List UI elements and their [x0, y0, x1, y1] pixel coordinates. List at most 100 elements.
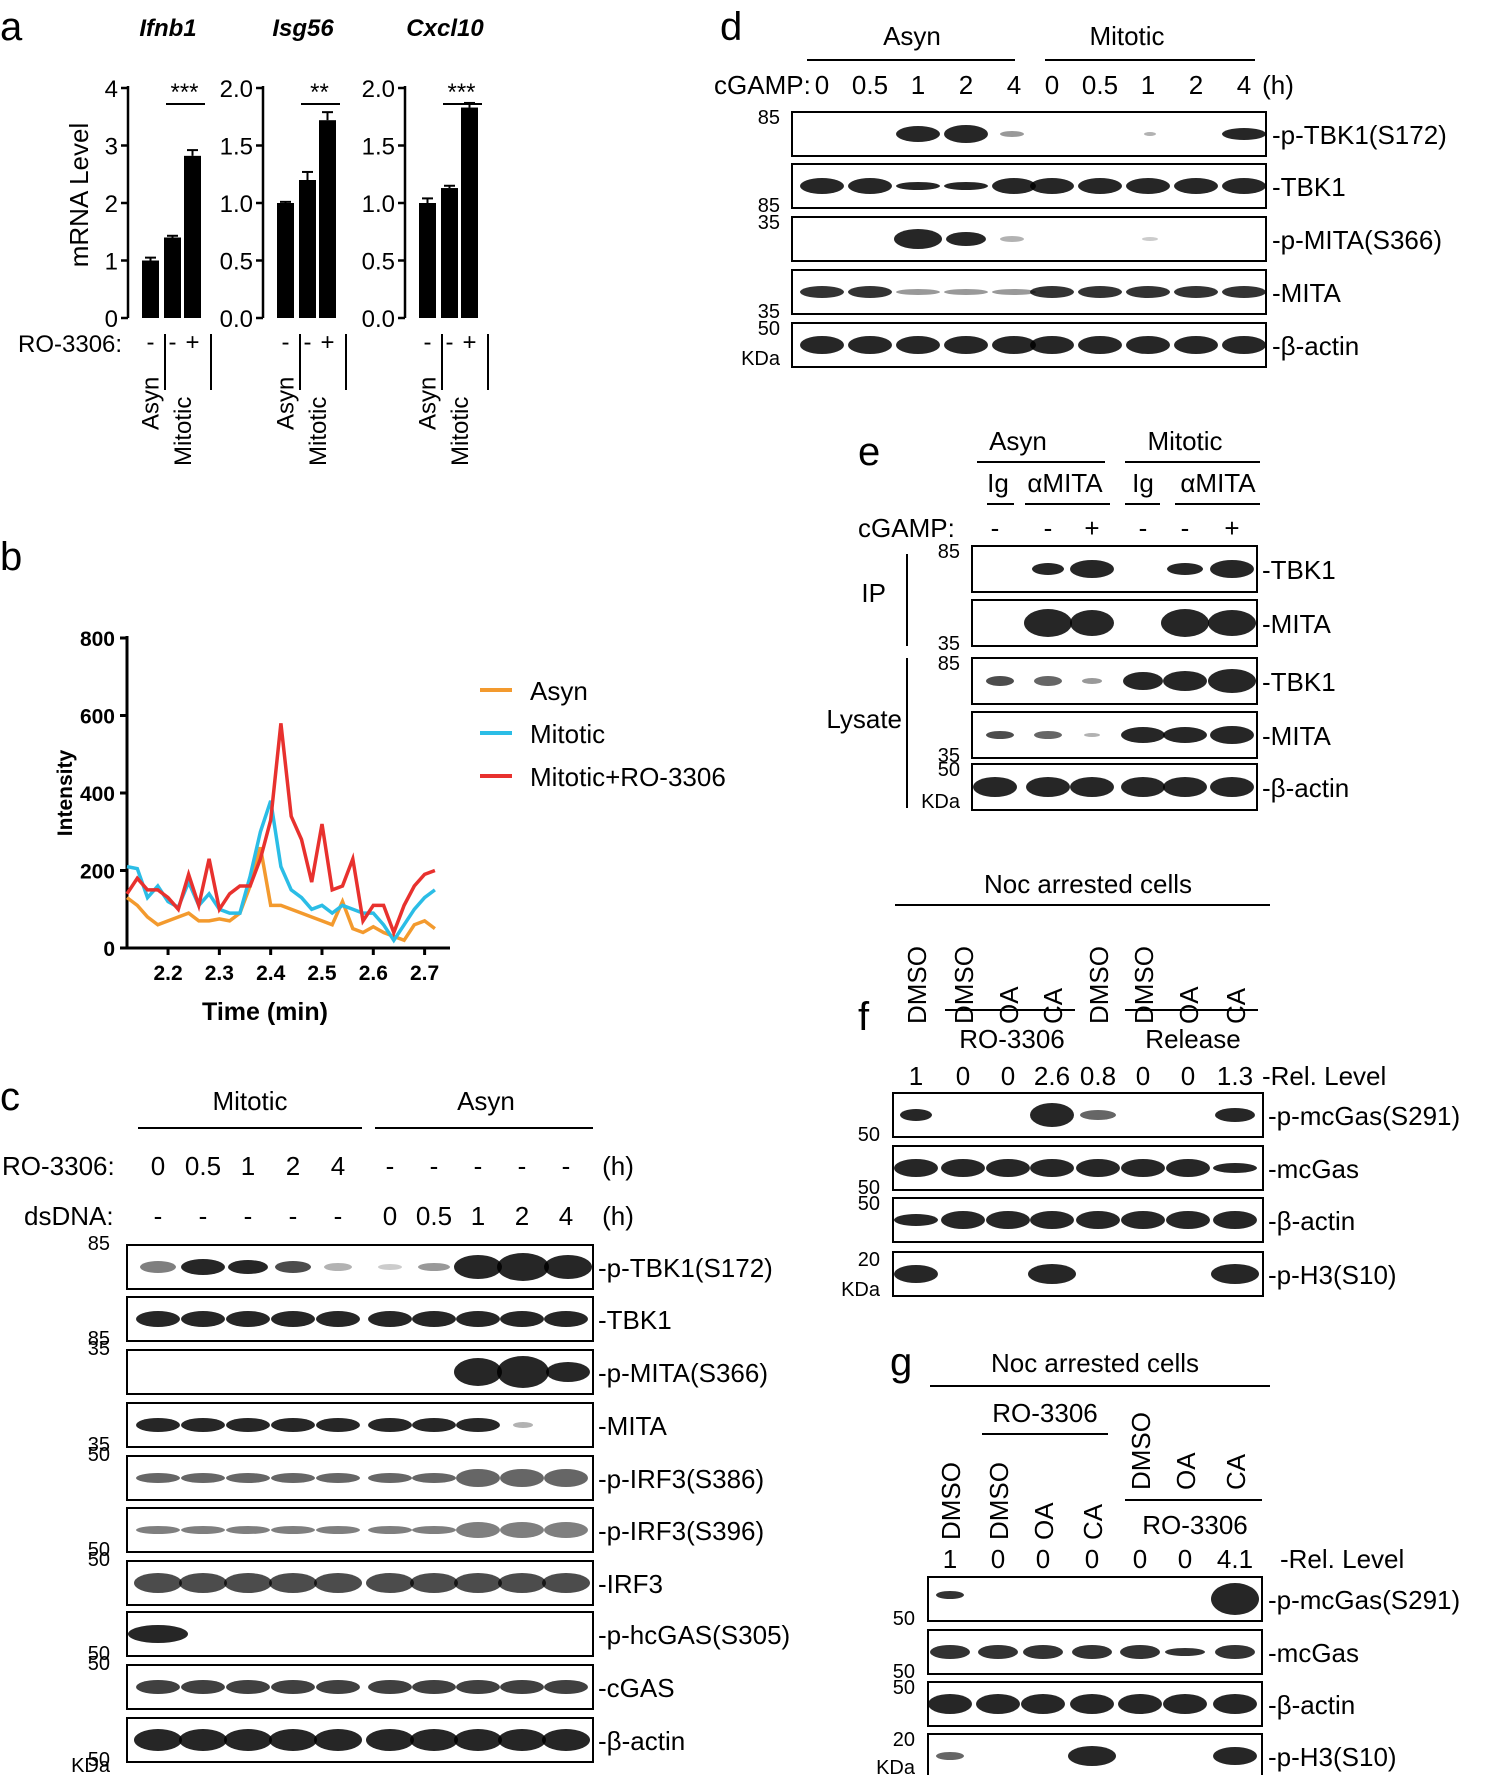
blot-band: [894, 1159, 938, 1177]
panel-c-marker: 35: [88, 1434, 110, 1456]
blot-band: [134, 1729, 182, 1751]
blot-band: [542, 1573, 590, 1593]
blot-band: [992, 178, 1036, 194]
panel-b-xtick-label: 2.4: [256, 962, 286, 985]
blot-band: [226, 1311, 270, 1327]
blot-band: [226, 1680, 270, 1694]
blot-band: [454, 1358, 502, 1386]
blot-band: [986, 676, 1014, 686]
blot-band: [1210, 726, 1254, 744]
blot-band: [1163, 727, 1207, 743]
panel-e-blot-label: -MITA: [1262, 721, 1331, 751]
panel-f-marker: 50: [858, 1124, 880, 1146]
blot-band: [412, 1418, 456, 1432]
panel-c-blot-label: -p-IRF3(S396): [598, 1516, 764, 1546]
panel-c-lane-value: -: [154, 1201, 163, 1231]
blot-band: [181, 1418, 225, 1432]
panel-a-tick-label: 2.0: [362, 76, 395, 103]
blot-band: [1144, 132, 1156, 136]
blot-band: [1161, 609, 1209, 637]
panel-d-lane-value: 2: [959, 70, 973, 100]
panel-c-lane-value: 0.5: [185, 1151, 221, 1181]
panel-d-group-label: Mitotic: [1089, 21, 1164, 51]
panel-c-marker: 50: [88, 1539, 110, 1561]
panel-f-marker: 50: [858, 1193, 880, 1215]
blot-band: [1030, 178, 1074, 194]
blot-band: [1000, 236, 1024, 242]
panel-a-group-label: Asyn: [138, 377, 165, 430]
panel-e-lane-value: -: [1044, 513, 1053, 543]
panel-e-lane-value: +: [1224, 513, 1239, 543]
panel-d-blot-strip: [791, 111, 1267, 157]
panel-g-header: Noc arrested cells: [991, 1348, 1199, 1378]
blot-band: [412, 1311, 456, 1327]
blot-band: [1208, 669, 1256, 693]
blot-band: [986, 731, 1014, 739]
panel-c-marker: 35: [88, 1338, 110, 1360]
blot-band: [1211, 1583, 1259, 1615]
blot-band: [500, 1522, 544, 1538]
panel-e-lane-value: +: [1084, 513, 1099, 543]
panel-a-tick-label: 1.5: [220, 134, 253, 161]
panel-e-blot-strip: [971, 545, 1258, 593]
panel-a-chart-title: Ifnb1: [139, 15, 196, 42]
blot-band: [368, 1311, 412, 1327]
blot-band: [944, 289, 988, 295]
blot-band: [544, 1469, 588, 1487]
blot-band: [896, 289, 940, 295]
panel-a-treatment-mark: +: [462, 329, 476, 356]
blot-band: [456, 1469, 500, 1487]
blot-band: [800, 178, 844, 194]
panel-c-marker: 50: [88, 1749, 110, 1771]
panel-c-lane-value: 0: [383, 1201, 397, 1231]
blot-band: [1174, 286, 1218, 298]
blot-band: [136, 1526, 180, 1534]
blot-band: [136, 1680, 180, 1694]
panel-g-subgroup-label: RO-3306: [992, 1398, 1098, 1428]
blot-band: [179, 1573, 227, 1593]
panel-d-lane-value: 0: [815, 70, 829, 100]
panel-a-treatment-mark: -: [446, 329, 454, 356]
panel-g-blot-label: -p-H3(S10): [1268, 1742, 1397, 1772]
panel-f-lane-label: DMSO: [949, 946, 979, 1024]
panel-a-bar: [419, 203, 436, 318]
panel-e-marker: 85: [938, 653, 960, 675]
panel-a-bar: [319, 120, 336, 318]
blot-band: [894, 1214, 938, 1226]
panel-c-blot-label: -p-IRF3(S386): [598, 1464, 764, 1494]
panel-b-ytick-label: 0: [103, 938, 115, 961]
blot-band: [896, 126, 940, 142]
blot-band: [181, 1311, 225, 1327]
blot-band: [1032, 563, 1064, 575]
blot-band: [1078, 286, 1122, 298]
panel-b-series-line: [125, 846, 436, 943]
blot-band: [1163, 777, 1207, 797]
panel-e-kda: KDa: [921, 791, 961, 813]
blot-band: [1174, 178, 1218, 194]
blot-band: [1034, 676, 1062, 686]
panel-d-lane-value: 1: [1141, 70, 1155, 100]
blot-band: [497, 1253, 549, 1281]
blot-band: [324, 1263, 352, 1271]
panel-c-marker: 85: [88, 1233, 110, 1255]
panel-a-sig-stars: **: [310, 79, 329, 106]
panel-label-b: b: [0, 535, 22, 579]
panel-f-rel-value: 0.8: [1080, 1061, 1116, 1091]
panel-d-blot-strip: [791, 216, 1267, 262]
blot-band: [941, 1211, 985, 1229]
panel-f-rel-value: 1.3: [1217, 1061, 1253, 1091]
panel-c-blot-strip: [126, 1611, 594, 1657]
panel-e-lane-value: -: [991, 513, 1000, 543]
blot-band: [316, 1680, 360, 1694]
panel-f-header: Noc arrested cells: [984, 869, 1192, 899]
blot-band: [226, 1473, 270, 1483]
panel-c-lane-value: 4: [331, 1151, 345, 1181]
panel-a-tick-label: 1: [105, 249, 118, 276]
panel-a-treatment-mark: -: [147, 329, 155, 356]
panel-f-blot-label: -mcGas: [1268, 1154, 1359, 1184]
blot-band: [1078, 336, 1122, 354]
panel-a-tick-label: 0.0: [362, 306, 395, 333]
panel-e-marker: 35: [938, 745, 960, 767]
panel-f-rel-value: 0: [1001, 1061, 1015, 1091]
